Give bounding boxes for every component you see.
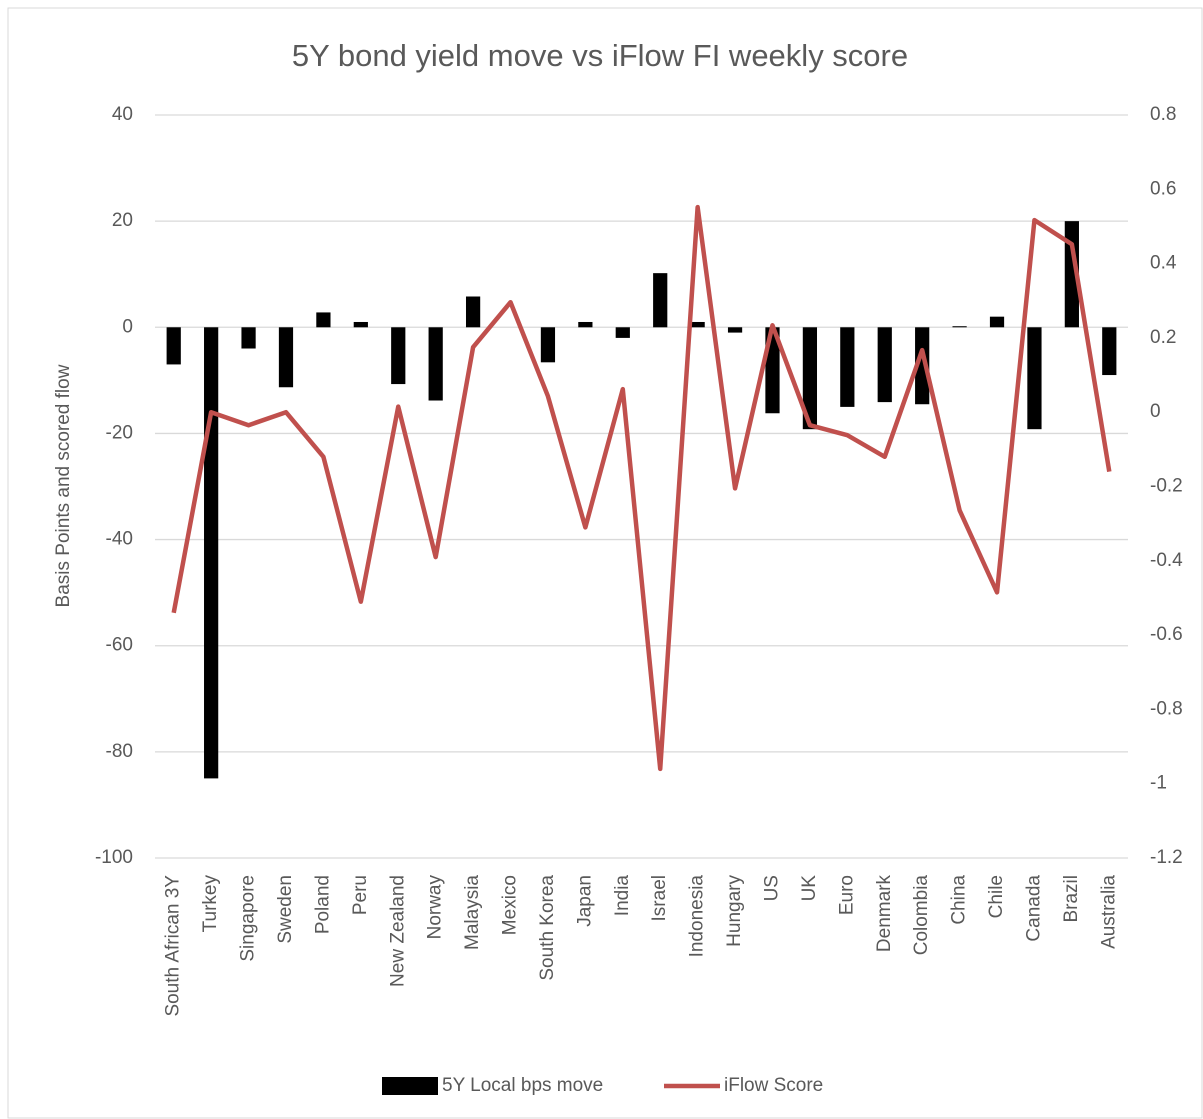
y2-tick-label: -0.6 xyxy=(1150,624,1183,645)
x-tick-label: Colombia xyxy=(911,875,932,956)
bar xyxy=(653,273,668,328)
y-tick-label: -20 xyxy=(106,422,133,443)
x-tick-label: Sweden xyxy=(275,875,296,944)
x-tick-label: Euro xyxy=(836,875,857,915)
bar xyxy=(1102,327,1117,376)
bar xyxy=(690,321,705,328)
x-tick-label: Israel xyxy=(649,875,670,921)
y2-tick-label: 0.8 xyxy=(1150,104,1176,125)
y2-tick-label: -1.2 xyxy=(1150,847,1183,868)
bar xyxy=(540,327,556,363)
bar xyxy=(989,316,1005,328)
x-tick-label: South African 3Y xyxy=(163,875,184,1017)
x-tick-label: Mexico xyxy=(500,875,521,935)
bar xyxy=(241,327,256,349)
y-tick-label: -80 xyxy=(106,741,133,762)
chart-title: 5Y bond yield move vs iFlow FI weekly sc… xyxy=(292,38,908,73)
line xyxy=(171,204,1112,772)
y2-tick-label: 0.6 xyxy=(1150,178,1176,199)
x-tick-label: Singapore xyxy=(238,875,259,962)
bar xyxy=(802,327,818,430)
bar xyxy=(278,327,294,388)
x-tick-label: Brazil xyxy=(1061,875,1082,923)
bar xyxy=(428,327,443,401)
x-tick-label: Turkey xyxy=(200,875,221,933)
x-tick-label: US xyxy=(761,875,782,901)
bar xyxy=(1064,221,1079,328)
legend-label: iFlow Score xyxy=(724,1075,823,1096)
x-tick-label: Australia xyxy=(1098,875,1119,949)
y2-tick-label: -0.4 xyxy=(1150,550,1183,571)
y-tick-label: 40 xyxy=(112,104,133,125)
bar xyxy=(166,327,181,365)
x-tick-label: China xyxy=(949,875,970,925)
legend-label: 5Y Local bps move xyxy=(442,1075,603,1096)
y2-tick-label: 0.2 xyxy=(1150,327,1176,348)
x-tick-label: Norway xyxy=(425,875,446,940)
y-tick-label: -40 xyxy=(106,529,133,550)
y-tick-label: 20 xyxy=(112,210,133,231)
bar xyxy=(952,326,967,328)
bar xyxy=(727,327,743,333)
x-tick-label: Denmark xyxy=(874,875,895,953)
x-tick-label: South Korea xyxy=(537,875,558,981)
y2-tick-label: 0.4 xyxy=(1150,253,1177,274)
bar xyxy=(915,327,930,405)
bar xyxy=(840,327,855,407)
x-tick-label: Japan xyxy=(574,875,595,927)
x-tick-label: India xyxy=(612,875,633,917)
x-tick-label: Canada xyxy=(1023,875,1044,942)
x-tick-label: Hungary xyxy=(724,875,745,947)
bar xyxy=(877,327,892,403)
bar xyxy=(353,321,368,328)
x-tick-label: Malaysia xyxy=(462,875,483,950)
y2-tick-label: -0.8 xyxy=(1150,698,1183,719)
bar xyxy=(1027,327,1042,430)
x-tick-label: Poland xyxy=(312,875,333,934)
x-tick-label: UK xyxy=(799,875,820,902)
bar xyxy=(204,327,219,779)
bar xyxy=(465,296,481,328)
x-tick-label: Indonesia xyxy=(687,875,708,958)
y-tick-label: -60 xyxy=(106,635,133,656)
x-tick-label: Peru xyxy=(350,875,371,915)
bar xyxy=(615,327,630,338)
x-tick-label: New Zealand xyxy=(387,875,408,987)
legend-swatch xyxy=(382,1077,438,1095)
y-tick-label: 0 xyxy=(122,316,133,337)
y-axis-label: Basis Points and scored flow xyxy=(53,364,74,607)
y2-tick-label: -0.2 xyxy=(1150,476,1183,497)
bar xyxy=(578,321,593,328)
y-tick-label: -100 xyxy=(95,847,133,868)
y2-tick-label: 0 xyxy=(1150,401,1161,422)
chart-border xyxy=(7,7,1203,1119)
bar xyxy=(316,312,331,328)
y2-tick-label: -1 xyxy=(1150,773,1167,794)
x-tick-label: Chile xyxy=(986,875,1007,918)
bar xyxy=(391,327,406,385)
